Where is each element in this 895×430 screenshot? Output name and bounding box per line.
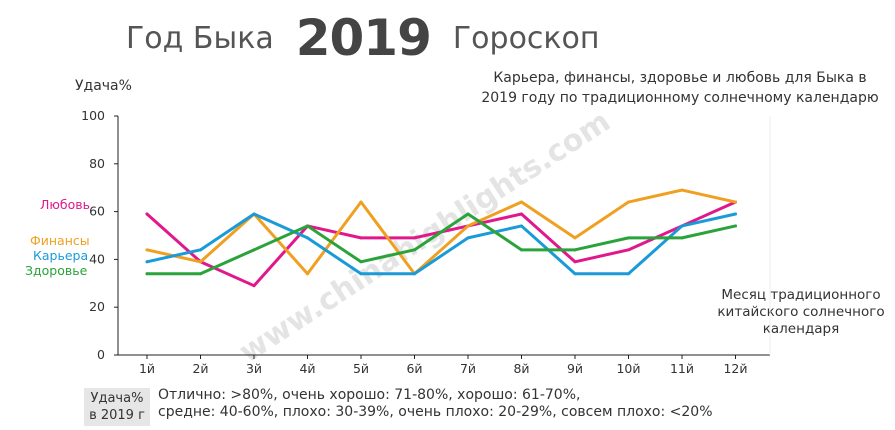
series-point-1 [199, 260, 202, 264]
series-line-1 [145, 188, 737, 276]
series-line-2 [145, 212, 737, 276]
title-prefix: Год Быка [126, 20, 274, 56]
series-point-2 [680, 224, 684, 228]
x-tick-label: 10й [616, 361, 640, 376]
legend-item: Финансы [30, 233, 90, 248]
footer-label-line-1: Удача% [90, 391, 144, 406]
series-point-3 [734, 224, 737, 228]
series-point-3 [573, 248, 577, 252]
series-point-3 [627, 236, 630, 240]
x-tick-label: 11й [670, 361, 694, 376]
series-point-0 [145, 212, 149, 216]
legend-item: Здоровье [25, 263, 88, 278]
series-point-3 [145, 272, 149, 276]
series-point-1 [466, 224, 470, 228]
series-point-3 [359, 260, 363, 264]
x-tick-label: 8й [513, 361, 529, 376]
subtitle-line-1: Карьера, финансы, здоровье и любовь для … [493, 70, 867, 86]
x-axis-label-line-2: китайского солнечного [717, 304, 885, 320]
series-point-3 [680, 236, 684, 240]
y-tick-label: 20 [89, 299, 105, 314]
series-point-3 [466, 212, 470, 216]
y-tick-label: 40 [89, 251, 105, 266]
series-point-3 [413, 248, 416, 252]
y-tick-label: 80 [89, 156, 105, 171]
series-point-0 [252, 284, 256, 288]
y-tick-label: 0 [97, 347, 105, 362]
series-point-0 [413, 236, 416, 240]
chart-title: Год Быка 2019 Гороскоп [126, 8, 600, 68]
series-point-2 [466, 236, 470, 240]
footer-scale-line-2: средне: 40-60%, плохо: 30-39%, очень пло… [158, 404, 713, 420]
series-point-1 [734, 200, 737, 204]
y-axis-label: Удача% [75, 78, 132, 94]
chart-subtitle: Карьера, финансы, здоровье и любовь для … [470, 68, 890, 108]
footer-scale: Отлично: >80%, очень хорошо: 71-80%, хор… [158, 387, 713, 421]
footer-label-line-2: в 2019 г [89, 408, 145, 423]
series-point-2 [734, 212, 737, 216]
series-point-3 [306, 224, 309, 228]
series-point-1 [520, 200, 523, 204]
series-point-1 [306, 272, 309, 276]
series-point-3 [520, 248, 523, 252]
x-axis-label-line-3: календаря [762, 321, 840, 337]
title-year: 2019 [295, 9, 432, 67]
x-tick-label: 6й [406, 361, 422, 376]
y-tick-label: 100 [81, 108, 105, 123]
x-tick-label: 2й [192, 361, 208, 376]
series-point-1 [627, 200, 630, 204]
series-point-1 [145, 248, 149, 252]
series-point-1 [680, 188, 684, 192]
series-point-2 [413, 272, 416, 276]
y-tick-label: 60 [89, 204, 105, 219]
series-point-2 [252, 212, 256, 216]
x-tick-label: 9й [567, 361, 583, 376]
series-point-3 [199, 272, 202, 276]
series-point-1 [573, 236, 577, 240]
series-point-2 [199, 248, 202, 252]
x-tick-label: 3й [246, 361, 262, 376]
series-point-3 [252, 248, 256, 252]
series-line-3 [145, 212, 737, 276]
series-point-0 [573, 260, 577, 264]
x-tick-label: 7й [460, 361, 476, 376]
series-point-1 [359, 200, 363, 204]
x-tick-label: 4й [299, 361, 315, 376]
footer-label: Удача% в 2019 г [84, 388, 150, 426]
series-point-2 [306, 236, 309, 240]
x-tick-label: 5й [353, 361, 369, 376]
title-suffix: Гороскоп [452, 20, 600, 56]
series-point-2 [573, 272, 577, 276]
series-point-2 [359, 272, 363, 276]
series-point-2 [145, 260, 149, 264]
x-axis-label: Месяц традиционного китайского солнечног… [708, 287, 894, 338]
footer-scale-line-1: Отлично: >80%, очень хорошо: 71-80%, хор… [158, 387, 581, 403]
series-point-2 [627, 272, 630, 276]
series-point-0 [627, 248, 630, 252]
series-point-0 [520, 212, 523, 216]
series-point-2 [520, 224, 523, 228]
x-tick-label: 12й [723, 361, 747, 376]
series-point-0 [359, 236, 363, 240]
x-tick-label: 1й [139, 361, 155, 376]
subtitle-line-2: 2019 году по традиционному солнечному ка… [481, 90, 879, 106]
legend-item: Карьера [33, 248, 89, 263]
legend-item: Любовь [40, 197, 91, 212]
x-axis-label-line-1: Месяц традиционного [721, 287, 881, 303]
